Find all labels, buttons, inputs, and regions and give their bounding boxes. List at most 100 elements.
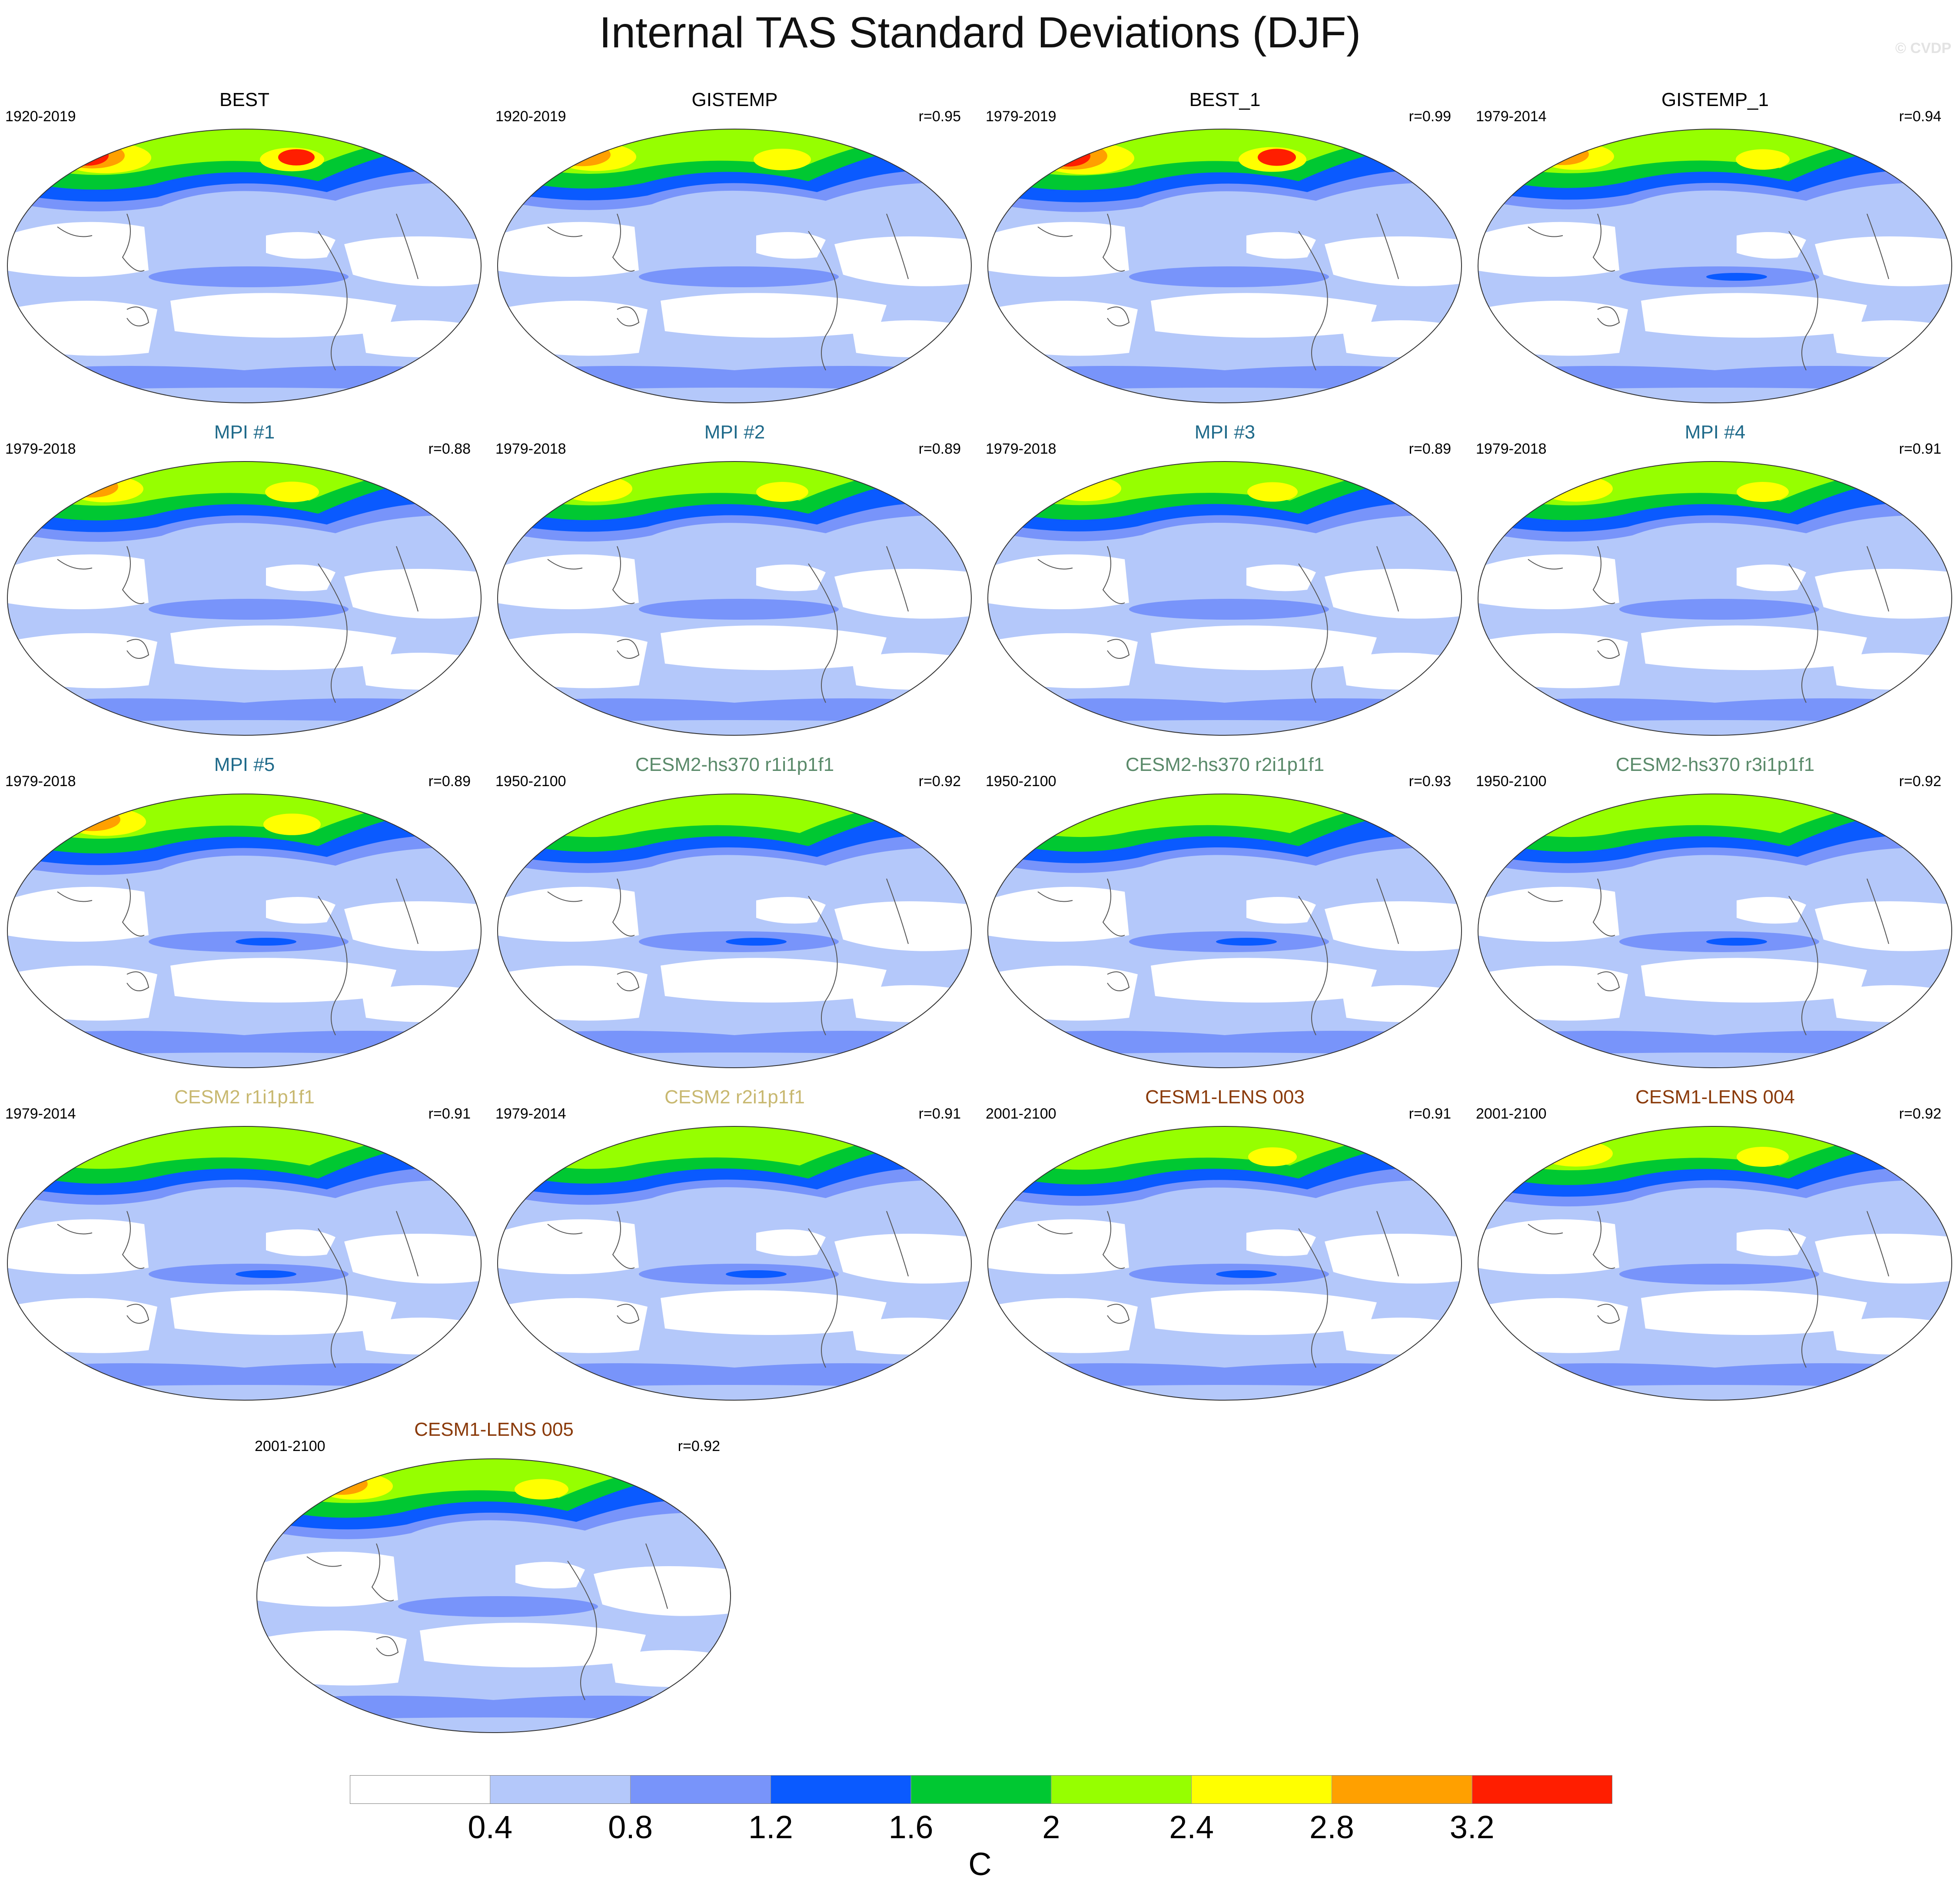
panel-period: 1979-2018 bbox=[5, 441, 76, 457]
coastline bbox=[1376, 546, 1399, 612]
coastline bbox=[886, 546, 909, 612]
low-variance-region bbox=[170, 625, 396, 670]
low-variance-region bbox=[1325, 236, 1462, 286]
low-variance-region bbox=[1815, 236, 1952, 286]
coastline bbox=[318, 563, 348, 703]
map-outline bbox=[1478, 461, 1952, 736]
map-outline bbox=[7, 1126, 482, 1401]
low-variance-region bbox=[344, 236, 481, 286]
coastline bbox=[126, 1304, 149, 1324]
low-variance-region bbox=[1832, 320, 1952, 357]
low-variance-region bbox=[420, 1623, 646, 1667]
low-variance-region bbox=[1815, 901, 1952, 951]
coastline bbox=[808, 1228, 838, 1368]
tropical-pacific-band bbox=[1129, 599, 1329, 620]
panel-period: 1920-2019 bbox=[5, 108, 76, 125]
panel-title: MPI #2 bbox=[704, 422, 765, 443]
tropical-pacific-band bbox=[1619, 1264, 1819, 1285]
coastline bbox=[1107, 1304, 1130, 1324]
coastline bbox=[126, 306, 149, 326]
colorbar-tick-label: 1.2 bbox=[748, 1809, 793, 1845]
low-variance-region bbox=[852, 653, 971, 690]
map-panel: CESM2-hs370 r1i1p1f1 1950-2100 r=0.92 bbox=[490, 752, 979, 1071]
map-panel: MPI #3 1979-2018 r=0.89 bbox=[980, 419, 1469, 739]
map-panel: CESM2 r2i1p1f1 1979-2014 r=0.91 bbox=[490, 1084, 979, 1404]
low-variance-region bbox=[834, 236, 971, 286]
robinson-map bbox=[256, 1458, 731, 1733]
robinson-map bbox=[497, 794, 972, 1068]
coastline bbox=[306, 1556, 342, 1567]
tropical-pacific-band bbox=[639, 266, 839, 287]
tropical-pacific-band bbox=[149, 599, 349, 620]
colorbar-segment bbox=[770, 1775, 911, 1804]
low-variance-region bbox=[1325, 901, 1462, 951]
coastline bbox=[612, 213, 635, 272]
north-america-max-region bbox=[1737, 1147, 1789, 1167]
low-variance-region bbox=[257, 1630, 407, 1686]
north-america-max-region bbox=[1247, 482, 1298, 502]
coastline bbox=[318, 1228, 348, 1368]
north-america-max-region bbox=[1258, 149, 1296, 166]
robinson-map bbox=[7, 129, 482, 403]
coastline bbox=[612, 1211, 635, 1269]
low-variance-region bbox=[266, 1229, 336, 1256]
low-variance-region bbox=[1815, 1234, 1952, 1284]
coastline bbox=[1592, 546, 1615, 604]
low-variance-region bbox=[1641, 293, 1867, 338]
coastline bbox=[1528, 1224, 1563, 1235]
colorbar-tick-label: 2.8 bbox=[1309, 1809, 1354, 1845]
panel-title: CESM1-LENS 005 bbox=[414, 1419, 574, 1440]
low-variance-region bbox=[498, 633, 648, 688]
panel-period: 2001-2100 bbox=[1476, 1106, 1547, 1122]
eurasia-max-region bbox=[1539, 475, 1613, 502]
map-panel: MPI #5 1979-2018 r=0.89 bbox=[0, 752, 489, 1071]
coastline bbox=[126, 639, 149, 659]
low-variance-region bbox=[988, 1298, 1138, 1353]
colorbar bbox=[350, 1775, 1612, 1804]
coastline bbox=[808, 563, 838, 703]
low-variance-region bbox=[7, 222, 149, 277]
coastline bbox=[1592, 213, 1615, 272]
north-america-max-region bbox=[263, 814, 321, 835]
panel-correlation: r=0.91 bbox=[428, 1106, 471, 1122]
low-variance-region bbox=[661, 625, 887, 670]
low-variance-region bbox=[988, 887, 1129, 942]
map-outline bbox=[497, 129, 972, 403]
panel-correlation: r=0.92 bbox=[1899, 773, 1941, 790]
eurasia-max-region bbox=[66, 476, 118, 498]
panel-title: GISTEMP bbox=[691, 89, 778, 110]
low-variance-region bbox=[852, 985, 971, 1022]
coastline bbox=[886, 213, 909, 279]
low-variance-region bbox=[7, 633, 157, 688]
coastline bbox=[1107, 971, 1130, 991]
coastline bbox=[617, 1304, 640, 1324]
low-variance-region bbox=[266, 897, 336, 924]
low-variance-region bbox=[1832, 985, 1952, 1022]
low-variance-region bbox=[1478, 222, 1619, 277]
low-variance-region bbox=[7, 554, 149, 609]
panel-title: CESM2-hs370 r3i1p1f1 bbox=[1615, 754, 1815, 775]
coastline bbox=[1107, 306, 1130, 326]
colorbar-segment bbox=[1472, 1775, 1612, 1804]
tropical-pacific-band bbox=[398, 1596, 598, 1617]
coastline bbox=[122, 878, 145, 936]
coastline bbox=[1597, 1304, 1620, 1324]
low-variance-region bbox=[498, 1298, 648, 1353]
tropical-pacific-band bbox=[639, 599, 839, 620]
north-america-max-region bbox=[1736, 149, 1790, 170]
low-variance-region bbox=[1151, 293, 1377, 338]
panel-title: CESM2-hs370 r2i1p1f1 bbox=[1125, 754, 1325, 775]
map-panel: MPI #2 1979-2018 r=0.89 bbox=[490, 419, 979, 739]
tropical-pacific-core bbox=[236, 1270, 296, 1278]
low-variance-region bbox=[498, 222, 639, 277]
robinson-map bbox=[7, 461, 482, 736]
tropical-pacific-band bbox=[1129, 266, 1329, 287]
coastline bbox=[1376, 213, 1399, 279]
north-america-max-region bbox=[278, 149, 315, 166]
low-variance-region bbox=[7, 301, 157, 356]
low-variance-region bbox=[1478, 887, 1619, 942]
coastline bbox=[122, 1211, 145, 1269]
north-america-max-region bbox=[1737, 482, 1789, 502]
low-variance-region bbox=[362, 1318, 481, 1355]
colorbar-tick-label: 1.6 bbox=[888, 1809, 933, 1845]
